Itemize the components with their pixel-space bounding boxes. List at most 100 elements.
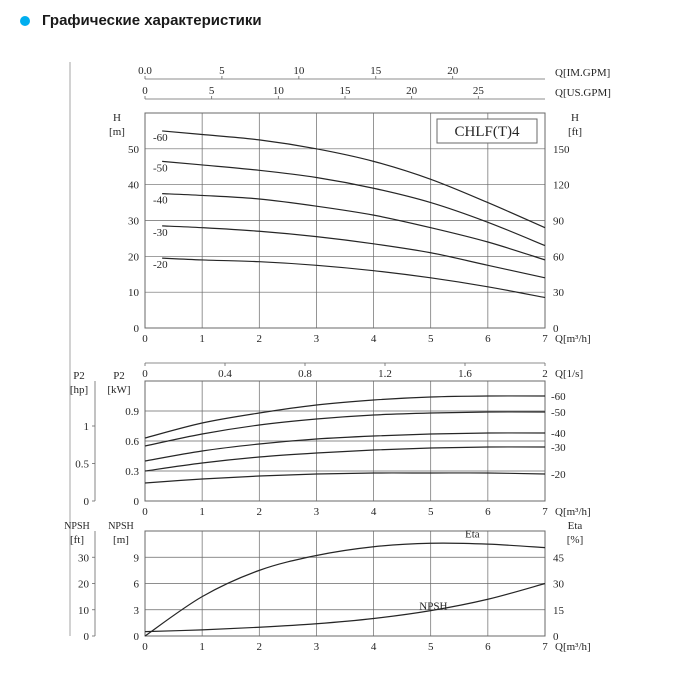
svg-text:0: 0 — [84, 496, 90, 508]
svg-text:0.3: 0.3 — [125, 466, 139, 478]
svg-text:1: 1 — [199, 506, 205, 518]
svg-text:0: 0 — [134, 323, 140, 335]
svg-text:6: 6 — [134, 579, 140, 591]
svg-text:1.6: 1.6 — [458, 368, 472, 380]
charts-container: 01234567Q[m³/h]01020304050H[m]0306090120… — [0, 37, 700, 687]
svg-text:0.6: 0.6 — [125, 436, 139, 448]
svg-text:P2: P2 — [113, 370, 125, 382]
svg-text:0.0: 0.0 — [138, 65, 152, 77]
svg-text:30: 30 — [553, 287, 565, 299]
svg-text:5: 5 — [209, 85, 215, 97]
svg-text:0: 0 — [142, 85, 148, 97]
svg-text:1: 1 — [199, 641, 205, 653]
svg-text:15: 15 — [340, 85, 352, 97]
svg-text:[%]: [%] — [567, 534, 584, 546]
svg-text:-50: -50 — [551, 407, 566, 419]
svg-text:0.8: 0.8 — [298, 368, 312, 380]
section-header: Графические характеристики — [0, 0, 700, 37]
svg-text:2: 2 — [542, 368, 548, 380]
svg-text:7: 7 — [542, 641, 548, 653]
svg-text:NPSH: NPSH — [108, 521, 134, 532]
svg-text:[m]: [m] — [113, 534, 129, 546]
svg-text:3: 3 — [314, 333, 320, 345]
svg-text:1: 1 — [199, 333, 205, 345]
svg-text:20: 20 — [78, 579, 90, 591]
svg-text:0: 0 — [142, 506, 148, 518]
svg-text:P2: P2 — [73, 370, 85, 382]
svg-text:15: 15 — [370, 65, 382, 77]
svg-text:1: 1 — [84, 421, 90, 433]
svg-text:-60: -60 — [551, 391, 566, 403]
svg-text:0: 0 — [142, 368, 148, 380]
svg-text:5: 5 — [428, 506, 434, 518]
svg-text:20: 20 — [447, 65, 459, 77]
svg-text:0: 0 — [84, 631, 90, 643]
svg-text:10: 10 — [273, 85, 285, 97]
svg-text:Q[m³/h]: Q[m³/h] — [555, 333, 591, 345]
svg-text:-40: -40 — [551, 428, 566, 440]
svg-text:-30: -30 — [551, 442, 566, 454]
bullet-icon — [20, 16, 30, 26]
svg-text:0: 0 — [553, 323, 559, 335]
svg-text:120: 120 — [553, 180, 570, 192]
svg-text:20: 20 — [406, 85, 418, 97]
header-title: Графические характеристики — [42, 12, 262, 29]
svg-text:-30: -30 — [153, 227, 168, 239]
svg-text:Q[US.GPM]: Q[US.GPM] — [555, 87, 611, 99]
svg-text:NPSH: NPSH — [64, 521, 90, 532]
svg-text:3: 3 — [134, 605, 140, 617]
svg-text:6: 6 — [485, 641, 491, 653]
svg-text:7: 7 — [542, 506, 548, 518]
svg-text:0: 0 — [553, 631, 559, 643]
svg-text:30: 30 — [553, 579, 565, 591]
svg-text:-40: -40 — [153, 195, 168, 207]
svg-text:Q[IM.GPM]: Q[IM.GPM] — [555, 67, 610, 79]
svg-text:45: 45 — [553, 552, 565, 564]
svg-text:CHLF(T)4: CHLF(T)4 — [455, 124, 520, 140]
svg-text:Eta: Eta — [465, 528, 480, 540]
svg-text:10: 10 — [78, 605, 90, 617]
svg-text:[hp]: [hp] — [70, 384, 88, 396]
svg-text:0.9: 0.9 — [125, 406, 139, 418]
svg-text:Q[m³/h]: Q[m³/h] — [555, 641, 591, 653]
svg-text:4: 4 — [371, 641, 377, 653]
svg-text:50: 50 — [128, 144, 140, 156]
svg-text:0.5: 0.5 — [75, 459, 89, 471]
svg-text:5: 5 — [428, 333, 434, 345]
svg-text:7: 7 — [542, 333, 548, 345]
svg-text:-20: -20 — [153, 259, 168, 271]
svg-text:3: 3 — [314, 641, 320, 653]
svg-text:H: H — [571, 112, 579, 124]
svg-text:[ft]: [ft] — [568, 126, 582, 138]
pump-curves-svg: 01234567Q[m³/h]01020304050H[m]0306090120… — [0, 37, 700, 687]
svg-text:25: 25 — [473, 85, 485, 97]
svg-text:[kW]: [kW] — [107, 384, 130, 396]
svg-text:2: 2 — [257, 333, 263, 345]
svg-text:-60: -60 — [153, 132, 168, 144]
svg-text:10: 10 — [293, 65, 305, 77]
svg-text:30: 30 — [128, 216, 140, 228]
svg-text:30: 30 — [78, 552, 90, 564]
svg-text:3: 3 — [314, 506, 320, 518]
svg-text:4: 4 — [371, 333, 377, 345]
svg-text:0: 0 — [134, 631, 140, 643]
svg-text:5: 5 — [428, 641, 434, 653]
svg-text:0.4: 0.4 — [218, 368, 232, 380]
svg-text:Q[m³/h]: Q[m³/h] — [555, 506, 591, 518]
svg-text:Eta: Eta — [568, 520, 583, 532]
svg-text:Q[1/s]: Q[1/s] — [555, 368, 583, 380]
svg-text:6: 6 — [485, 333, 491, 345]
svg-text:0: 0 — [142, 641, 148, 653]
svg-text:20: 20 — [128, 251, 140, 263]
svg-text:[m]: [m] — [109, 126, 125, 138]
svg-text:6: 6 — [485, 506, 491, 518]
svg-text:-20: -20 — [551, 469, 566, 481]
svg-text:H: H — [113, 112, 121, 124]
svg-text:5: 5 — [219, 65, 225, 77]
svg-text:0: 0 — [142, 333, 148, 345]
svg-text:4: 4 — [371, 506, 377, 518]
svg-text:15: 15 — [553, 605, 565, 617]
svg-text:2: 2 — [257, 506, 263, 518]
svg-text:90: 90 — [553, 216, 565, 228]
svg-text:[ft]: [ft] — [70, 534, 84, 546]
